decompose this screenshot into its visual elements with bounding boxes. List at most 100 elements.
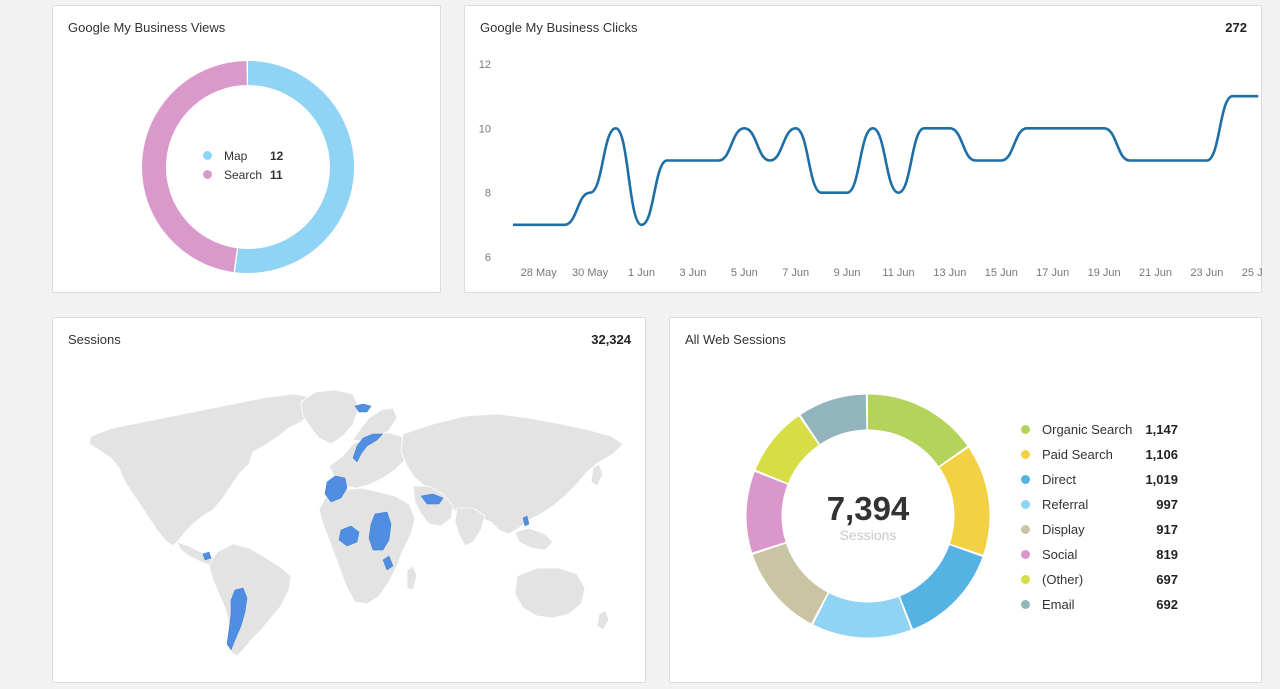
clicks-point-19-jun[interactable] bbox=[1101, 125, 1107, 131]
clicks-point-28-may[interactable] bbox=[536, 222, 542, 228]
web-slice-other bbox=[746, 394, 990, 638]
map-highlight-west-europe bbox=[324, 475, 348, 503]
sessions-card-total: 32,324 bbox=[591, 332, 631, 347]
clicks-point-31-may[interactable] bbox=[613, 125, 619, 131]
clicks-card-total: 272 bbox=[1225, 20, 1247, 35]
views-donut-chart bbox=[142, 60, 355, 273]
map-india bbox=[454, 507, 486, 547]
views-legend-map-label: Map bbox=[224, 148, 248, 163]
legend-referral-dot bbox=[1021, 500, 1030, 509]
clicks-point-2-jun[interactable] bbox=[664, 158, 670, 164]
views-legend-search-dot bbox=[203, 170, 212, 179]
clicks-x-tick-9-jun: 9 Jun bbox=[834, 267, 861, 279]
legend-paid-search-value: 1,106 bbox=[1145, 447, 1178, 462]
legend-referral: Referral 997 bbox=[1021, 492, 1178, 517]
web-sessions-donut-chart: 7,394 Sessions bbox=[746, 394, 990, 638]
views-legend-map: Map 12 bbox=[203, 146, 283, 165]
clicks-point-16-jun[interactable] bbox=[1024, 125, 1030, 131]
clicks-point-12-jun[interactable] bbox=[921, 125, 927, 131]
map-se-asia bbox=[514, 527, 554, 551]
clicks-point-1-jun[interactable] bbox=[639, 222, 645, 228]
map-africa bbox=[318, 487, 416, 605]
clicks-point-10-jun[interactable] bbox=[870, 125, 876, 131]
map-highlight-central-america bbox=[202, 551, 212, 561]
clicks-line-chart: 6 8 10 12 28 May 30 May 1 Jun 3 Jun 5 Jun 7 Jun 9 … bbox=[479, 59, 1263, 279]
views-legend-map-value: 12 bbox=[270, 148, 284, 163]
legend-organic-search-value: 1,147 bbox=[1145, 422, 1178, 437]
legend-other-dot bbox=[1021, 575, 1030, 584]
map-madagascar bbox=[406, 565, 418, 591]
legend-paid-search-label: Paid Search bbox=[1042, 447, 1113, 462]
map-highlight-east-africa bbox=[382, 555, 394, 571]
clicks-point-30-may[interactable] bbox=[587, 190, 593, 196]
clicks-point-21-jun[interactable] bbox=[1153, 158, 1159, 164]
clicks-point-13-jun[interactable] bbox=[947, 125, 953, 131]
clicks-point-5-jun[interactable] bbox=[741, 125, 747, 131]
clicks-point-11-jun[interactable] bbox=[896, 190, 902, 196]
legend-direct-dot bbox=[1021, 475, 1030, 484]
legend-social: Social 819 bbox=[1021, 542, 1178, 567]
legend-display-value: 917 bbox=[1156, 522, 1178, 537]
map-greenland bbox=[300, 389, 360, 445]
legend-other-label: (Other) bbox=[1042, 572, 1084, 587]
legend-direct: Direct 1,019 bbox=[1021, 467, 1178, 492]
clicks-point-20-jun[interactable] bbox=[1127, 158, 1133, 164]
legend-referral-label: Referral bbox=[1042, 497, 1089, 512]
web-sessions-legend: Organic Search 1,147 Paid Search 1,106 D… bbox=[1021, 417, 1178, 617]
map-highlight-central-asia bbox=[420, 493, 444, 505]
web-slice-email bbox=[746, 394, 990, 638]
clicks-point-27-may[interactable] bbox=[510, 222, 516, 228]
clicks-point-22-jun[interactable] bbox=[1178, 158, 1184, 164]
map-highlight-scandinavia bbox=[352, 433, 384, 463]
views-legend-map-dot bbox=[203, 151, 212, 160]
clicks-point-17-jun[interactable] bbox=[1050, 125, 1056, 131]
views-legend-search-value: 11 bbox=[270, 167, 283, 182]
legend-social-value: 819 bbox=[1156, 547, 1178, 562]
web-slice-organic-search bbox=[746, 394, 990, 638]
clicks-point-18-jun[interactable] bbox=[1075, 125, 1081, 131]
clicks-point-23-jun[interactable] bbox=[1204, 158, 1210, 164]
views-slice-map bbox=[142, 61, 354, 273]
legend-other: (Other) 697 bbox=[1021, 567, 1178, 592]
legend-display-label: Display bbox=[1042, 522, 1085, 537]
map-highlight-west-africa bbox=[338, 525, 360, 547]
sessions-card-title: Sessions bbox=[68, 332, 121, 347]
clicks-point-3-jun[interactable] bbox=[690, 158, 696, 164]
clicks-x-tick-15-jun: 15 Jun bbox=[985, 267, 1018, 279]
clicks-point-8-jun[interactable] bbox=[818, 190, 824, 196]
map-new-zealand bbox=[596, 609, 610, 631]
clicks-point-25-jun[interactable] bbox=[1255, 93, 1261, 99]
clicks-point-9-jun[interactable] bbox=[844, 190, 850, 196]
map-south-america bbox=[208, 543, 292, 657]
map-highlight-central-africa bbox=[368, 511, 392, 551]
clicks-point-14-jun[interactable] bbox=[973, 158, 979, 164]
map-australia bbox=[514, 567, 586, 619]
legend-paid-search-dot bbox=[1021, 450, 1030, 459]
web-sessions-card: All Web Sessions 7,394 Sessions Organic … bbox=[669, 317, 1262, 683]
legend-organic-search-label: Organic Search bbox=[1042, 422, 1133, 437]
clicks-point-15-jun[interactable] bbox=[998, 158, 1004, 164]
legend-other-value: 697 bbox=[1156, 572, 1178, 587]
clicks-x-tick-3-jun: 3 Jun bbox=[679, 267, 706, 279]
clicks-point-29-may[interactable] bbox=[561, 222, 567, 228]
legend-referral-value: 997 bbox=[1156, 497, 1178, 512]
clicks-point-4-jun[interactable] bbox=[716, 158, 722, 164]
clicks-x-tick-1-jun: 1 Jun bbox=[628, 267, 655, 279]
clicks-point-24-jun[interactable] bbox=[1230, 93, 1236, 99]
legend-display-dot bbox=[1021, 525, 1030, 534]
views-card-title: Google My Business Views bbox=[68, 20, 226, 35]
clicks-x-tick-30-may: 30 May bbox=[572, 267, 609, 279]
clicks-point-6-jun[interactable] bbox=[767, 158, 773, 164]
views-legend-search: Search 11 bbox=[203, 165, 283, 184]
clicks-card: Google My Business Clicks 272 6 8 10 12 28 M… bbox=[464, 5, 1263, 293]
clicks-y-tick-10: 10 bbox=[479, 123, 491, 135]
sessions-card: Sessions 32,324 bbox=[52, 317, 646, 683]
clicks-point-7-jun[interactable] bbox=[793, 125, 799, 131]
legend-email-label: Email bbox=[1042, 597, 1075, 612]
web-sessions-center-value: 7,394 bbox=[827, 490, 910, 527]
map-north-america bbox=[88, 393, 316, 547]
legend-email-value: 692 bbox=[1156, 597, 1178, 612]
web-slice-paid-search bbox=[746, 394, 990, 638]
clicks-x-tick-13-jun: 13 Jun bbox=[933, 267, 966, 279]
legend-direct-value: 1,019 bbox=[1145, 472, 1178, 487]
